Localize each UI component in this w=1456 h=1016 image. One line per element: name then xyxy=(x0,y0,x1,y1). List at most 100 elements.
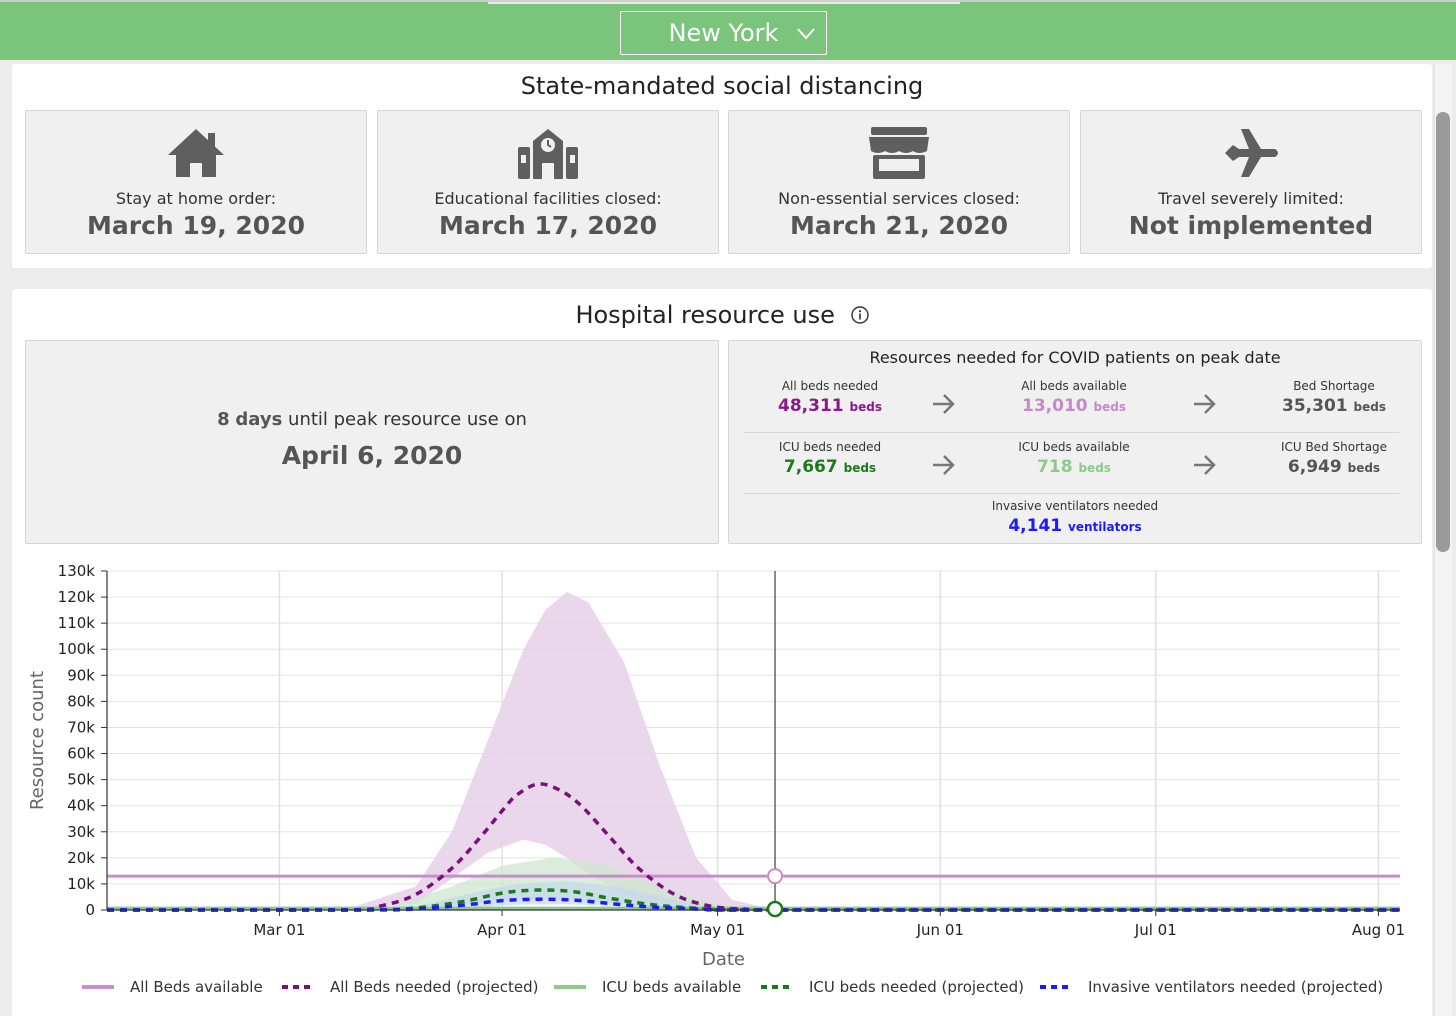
icu-beds-needed: ICU beds needed 7,667 beds xyxy=(745,440,915,477)
x-tick-label: May 01 xyxy=(690,921,745,939)
ventilators-needed: Invasive ventilators needed 4,141 ventil… xyxy=(729,499,1421,536)
house-icon xyxy=(168,129,224,177)
x-axis-title: Date xyxy=(702,949,745,970)
y-tick-label: 130k xyxy=(58,562,96,580)
all-beds-row: All beds needed 48,311 beds All beds ava… xyxy=(743,375,1399,433)
bed-shortage: Bed Shortage 35,301 beds xyxy=(1249,379,1419,416)
metric-value: 13,010 xyxy=(1022,396,1088,416)
tile-label: Non-essential services closed: xyxy=(778,189,1020,208)
today-marker-dot xyxy=(767,868,784,885)
all-beds-available: All beds available 13,010 beds xyxy=(989,379,1159,416)
state-dropdown[interactable]: New York xyxy=(620,11,827,55)
metric-value: 35,301 xyxy=(1282,396,1348,416)
legend-swatch xyxy=(761,985,793,989)
legend-item-all-beds-needed[interactable]: All Beds needed (projected) xyxy=(282,978,539,996)
tile-label: Educational facilities closed: xyxy=(434,189,662,208)
today-marker-dot xyxy=(766,900,784,918)
distancing-title: State-mandated social distancing xyxy=(520,72,924,100)
x-tick-label: Jun 01 xyxy=(916,921,964,939)
x-tick-label: Mar 01 xyxy=(253,921,305,939)
tile-value: March 21, 2020 xyxy=(790,211,1008,240)
metric-value: 718 xyxy=(1037,457,1073,477)
metric-label: All beds needed xyxy=(781,379,879,393)
legend-label: ICU beds needed (projected) xyxy=(809,978,1025,996)
chart-legend: All Beds available All Beds needed (proj… xyxy=(82,978,1383,1000)
stay-at-home-tile: Stay at home order: March 19, 2020 xyxy=(25,110,367,254)
y-tick-label: 70k xyxy=(67,718,95,736)
info-icon[interactable] xyxy=(850,306,869,324)
legend-label: All Beds needed (projected) xyxy=(330,978,539,996)
peak-days: 8 xyxy=(217,409,230,430)
metric-unit: ventilators xyxy=(1068,520,1142,534)
y-axis-title: Resource count xyxy=(27,671,48,810)
legend-item-ventilators-needed[interactable]: Invasive ventilators needed (projected) xyxy=(1040,978,1383,996)
metric-unit: beds xyxy=(1347,461,1381,475)
icu-bed-shortage: ICU Bed Shortage 6,949 beds xyxy=(1249,440,1419,477)
metric-label: ICU beds available xyxy=(1018,440,1130,454)
y-tick-label: 50k xyxy=(67,771,95,789)
icu-beds-row: ICU beds needed 7,667 beds ICU beds avai… xyxy=(743,436,1399,494)
legend-item-icu-beds-available[interactable]: ICU beds available xyxy=(554,978,741,996)
metric-value: 7,667 xyxy=(783,457,838,477)
y-tick-label: 60k xyxy=(67,745,95,763)
metric-unit: beds xyxy=(1093,400,1126,414)
arrow-right-icon xyxy=(1194,455,1216,475)
header-bar: New York xyxy=(0,0,1456,60)
x-tick-label: Jul 01 xyxy=(1134,921,1177,939)
y-tick-label: 80k xyxy=(67,692,95,710)
metric-label: Invasive ventilators needed xyxy=(991,499,1159,513)
arrow-right-icon xyxy=(933,455,955,475)
tile-value: Not implemented xyxy=(1128,211,1374,240)
arrow-right-icon xyxy=(1194,394,1216,414)
tile-value: March 17, 2020 xyxy=(439,211,657,240)
legend-label: ICU beds available xyxy=(602,978,742,996)
y-tick-label: 10k xyxy=(67,875,95,893)
y-tick-label: 110k xyxy=(58,614,96,632)
metric-unit: beds xyxy=(1353,400,1386,414)
hospital-title: Hospital resource use xyxy=(12,301,1432,329)
y-tick-label: 0 xyxy=(85,901,95,919)
metric-value: 4,141 xyxy=(1008,516,1063,536)
metric-unit: beds xyxy=(843,461,877,475)
metric-label: ICU beds needed xyxy=(778,440,882,454)
resources-title: Resources needed for COVID patients on p… xyxy=(869,348,1281,367)
tile-label: Travel severely limited: xyxy=(1158,189,1344,208)
arrow-right-icon xyxy=(933,394,955,414)
resources-box: Resources needed for COVID patients on p… xyxy=(728,340,1422,544)
y-tick-label: 100k xyxy=(58,640,96,658)
tile-value: March 19, 2020 xyxy=(87,211,305,240)
peak-box: 8 days until peak resource use on April … xyxy=(25,340,719,544)
tile-label: Stay at home order: xyxy=(115,189,277,208)
metric-unit: beds xyxy=(1078,461,1111,475)
all-beds-needed-line xyxy=(107,782,1400,912)
hospital-card: Hospital resource use 8 days until peak … xyxy=(12,289,1432,1016)
metric-label: ICU Bed Shortage xyxy=(1280,440,1388,454)
metric-unit: beds xyxy=(849,400,882,414)
y-tick-label: 40k xyxy=(67,797,95,815)
resource-chart[interactable]: 0 10k 20k 30k 40k 50k 60k 70k 80k 90k 100k 110k 120k… xyxy=(12,561,1432,1016)
peak-countdown: 8 days until peak resource use on xyxy=(26,409,718,430)
legend-swatch xyxy=(82,985,114,989)
legend-swatch xyxy=(1040,985,1072,989)
peak-text: until peak resource use on xyxy=(288,409,527,430)
legend-item-all-beds-available[interactable]: All Beds available xyxy=(82,978,263,996)
scrollbar-thumb[interactable] xyxy=(1436,112,1450,552)
storefront-icon xyxy=(869,127,929,179)
metric-value: 6,949 xyxy=(1287,457,1342,477)
y-tick-label: 20k xyxy=(67,849,95,867)
uncertainty-band xyxy=(344,591,776,910)
y-tick-label: 90k xyxy=(67,666,95,684)
education-tile: Educational facilities closed: March 17,… xyxy=(377,110,719,254)
metric-label: Bed Shortage xyxy=(1293,379,1375,393)
y-tick-label: 120k xyxy=(58,588,96,606)
x-tick-label: Apr 01 xyxy=(477,921,527,939)
legend-item-icu-beds-needed[interactable]: ICU beds needed (projected) xyxy=(761,978,1024,996)
state-dropdown-value: New York xyxy=(668,19,779,47)
travel-tile: Travel severely limited: Not implemented xyxy=(1080,110,1422,254)
peak-date: April 6, 2020 xyxy=(281,441,463,470)
y-tick-label: 30k xyxy=(67,823,95,841)
legend-swatch xyxy=(554,985,586,989)
distancing-card: State-mandated social distancing Stay at… xyxy=(12,64,1432,268)
x-tick-label: Aug 01 xyxy=(1352,921,1405,939)
chevron-down-icon xyxy=(797,28,815,40)
